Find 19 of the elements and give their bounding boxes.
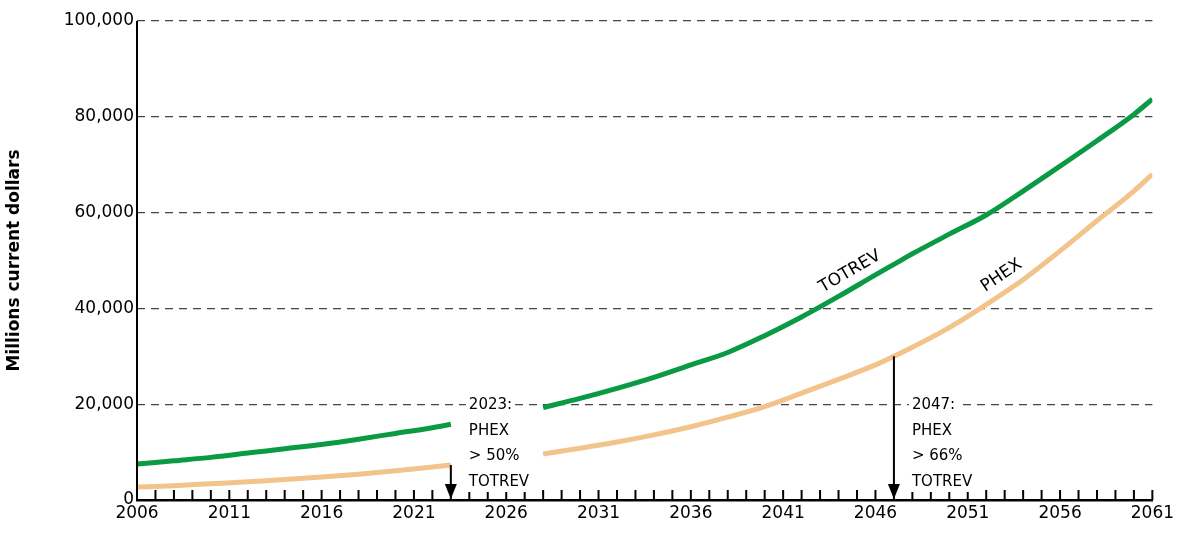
x-tick-label: 2061: [1130, 501, 1174, 522]
x-tick-label: 2026: [484, 501, 528, 522]
x-tick-label: 2051: [946, 501, 990, 522]
annotation: 2047: PHEX > 66% TOTREV: [910, 395, 973, 490]
y-tick-label: 80,000: [74, 105, 134, 126]
x-tick-label: 2056: [1038, 501, 1082, 522]
x-tick-label: 2011: [207, 501, 251, 522]
x-tick-label: 2021: [392, 501, 436, 522]
y-tick-label: 40,000: [74, 296, 134, 317]
y-tick-label: 60,000: [74, 201, 134, 222]
y-tick-label: 100,000: [63, 9, 134, 30]
x-tick-label: 2046: [853, 501, 898, 522]
x-tick-label: 2016: [299, 501, 344, 522]
annotation: 2023: PHEX > 50% TOTREV: [467, 395, 530, 490]
x-tick-label: 2041: [761, 501, 805, 522]
y-tick-label: 20,000: [74, 392, 134, 413]
y-axis-title: Millions current dollars: [2, 149, 23, 372]
x-tick-label: 2031: [576, 501, 621, 522]
x-tick-label: 2036: [669, 501, 713, 522]
